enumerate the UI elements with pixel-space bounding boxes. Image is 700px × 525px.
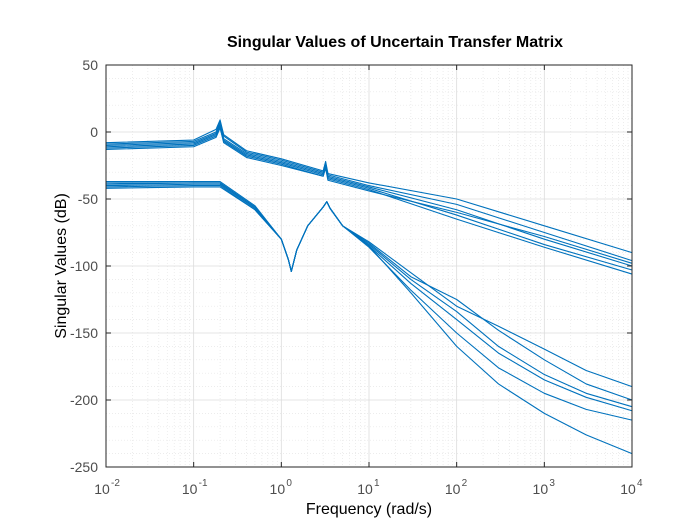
plot-lines <box>105 119 633 455</box>
x-axis-label: Frequency (rad/s) <box>306 501 432 518</box>
singular-value-line-1 <box>105 119 633 254</box>
y-axis-label: Singular Values (dB) <box>53 193 70 339</box>
y-tick-label: -150 <box>70 325 98 341</box>
x-tick-exponent: 4 <box>637 478 643 489</box>
x-tick-exponent: 3 <box>549 478 555 489</box>
y-tick-label: 0 <box>90 124 98 140</box>
x-tick-label: 10 <box>445 481 461 497</box>
x-tick-label: 10 <box>357 481 373 497</box>
x-tick-label: 10 <box>94 481 110 497</box>
y-axis-ticks: 50 0 -50 -100 -150 -200 -250 <box>70 57 632 475</box>
chart-title: Singular Values of Uncertain Transfer Ma… <box>227 34 563 51</box>
singular-value-line-6 <box>105 127 633 264</box>
y-tick-label: -200 <box>70 392 98 408</box>
x-tick-exponent: 2 <box>462 478 468 489</box>
x-tick-exponent: -2 <box>111 478 120 489</box>
x-tick-exponent: -1 <box>199 478 208 489</box>
x-tick-exponent: 1 <box>374 478 380 489</box>
x-tick-label: 10 <box>620 481 636 497</box>
major-grid <box>106 65 632 467</box>
y-tick-label: 50 <box>82 57 98 73</box>
y-tick-label: -250 <box>70 459 98 475</box>
x-tick-label: 10 <box>270 481 286 497</box>
y-tick-label: -100 <box>70 258 98 274</box>
x-axis-ticks: 10 -2 10 -1 10 0 10 1 10 2 10 3 10 4 <box>94 65 643 497</box>
x-tick-label: 10 <box>182 481 198 497</box>
singular-value-line-12 <box>106 182 633 455</box>
y-tick-label: -50 <box>78 191 98 207</box>
singular-value-line-2 <box>105 120 633 262</box>
x-tick-exponent: 0 <box>286 478 292 489</box>
x-tick-label: 10 <box>533 481 549 497</box>
